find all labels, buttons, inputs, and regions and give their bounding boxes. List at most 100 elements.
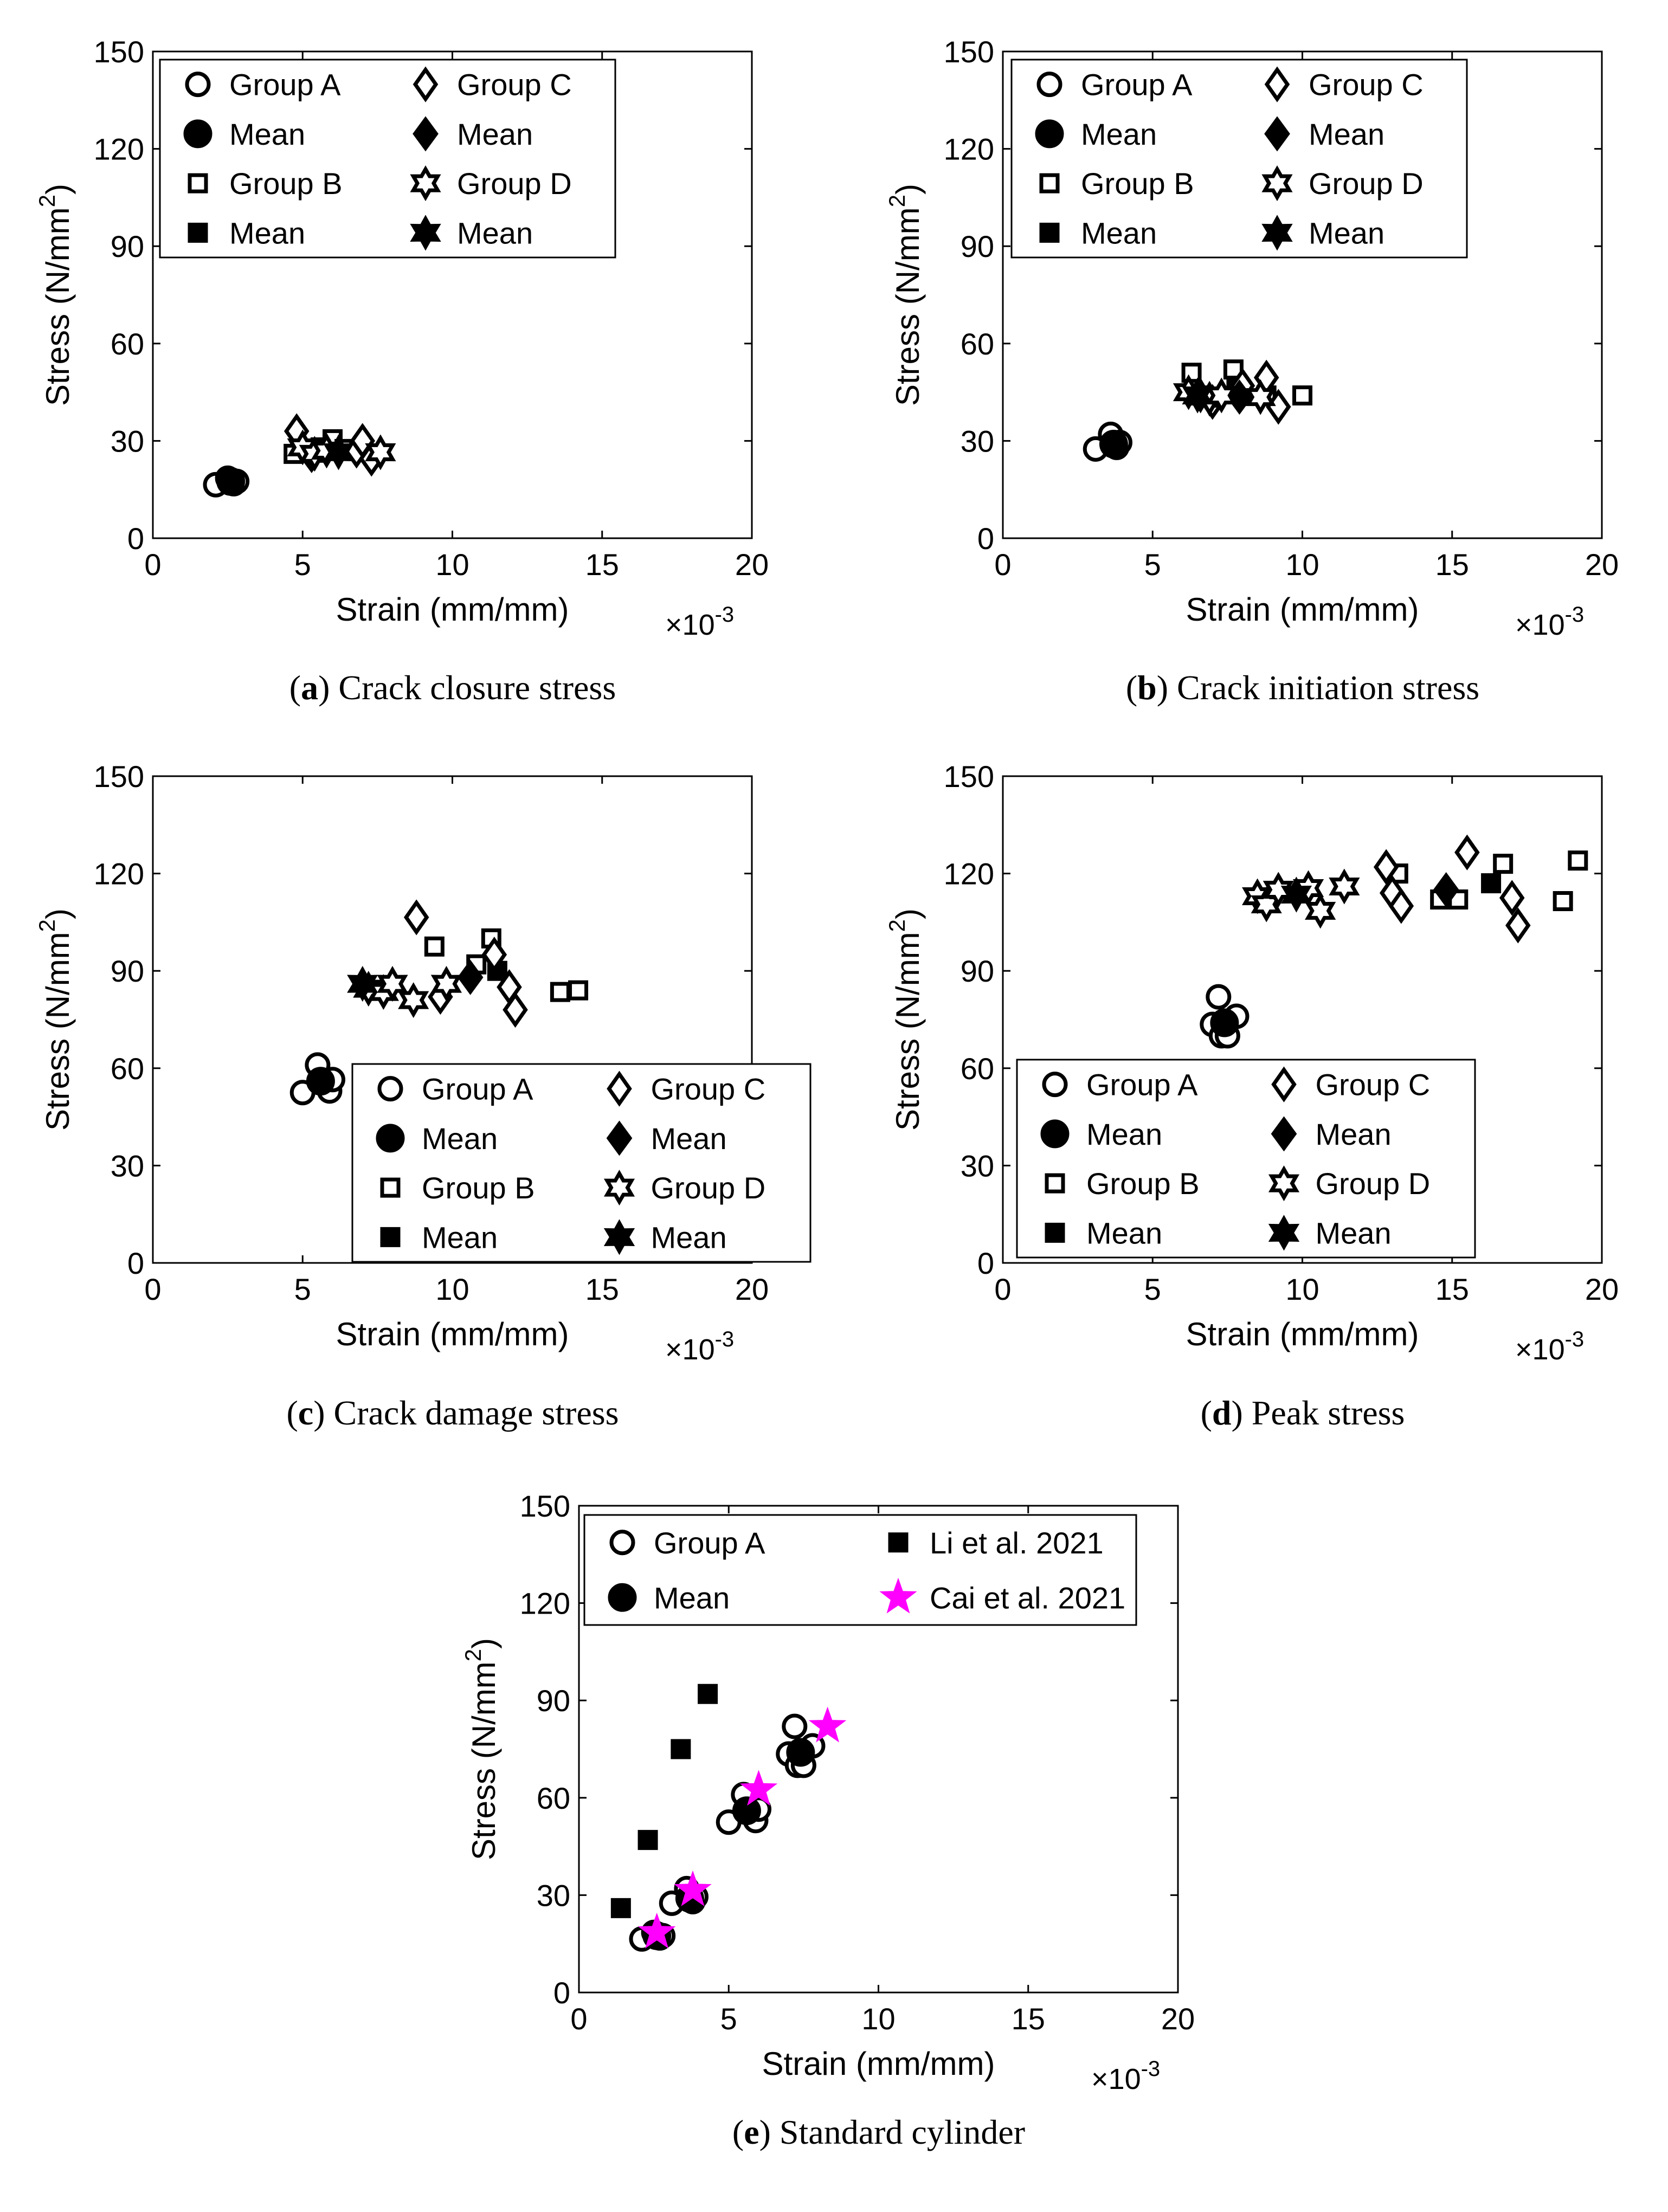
legend-marker [1268,1215,1300,1251]
legend-label: Group A [229,68,341,102]
legend-marker [607,1070,632,1107]
x-axis-label: Strain (mm/mm) [336,591,569,628]
data-point [610,1898,631,1918]
x-axis-label: Strain (mm/mm) [1186,1316,1419,1352]
series-1 [1099,429,1128,459]
y-tick-label: 0 [553,1976,570,2010]
y-tick-label: 150 [94,35,144,69]
data-point [671,1739,691,1759]
caption-text: Standard cylinder [780,2113,1025,2151]
legend-box [1010,59,1468,259]
y-tick-label: 60 [537,1781,570,1815]
legend-label: Mean [1081,117,1157,151]
caption-paren-open: ( [1126,668,1137,707]
x-tick-label: 15 [1012,2002,1045,2036]
legend-marker [1035,119,1064,149]
caption-letter: d [1212,1394,1232,1432]
y-tick-label: 150 [944,759,994,794]
y-axis-label: Stress (N/mm2) [884,184,926,406]
x-tick-label: 20 [735,1272,769,1306]
legend-label: Group B [422,1171,535,1205]
x-axis-multiplier-exponent: -3 [1565,1327,1585,1351]
x-tick-label: 20 [735,547,769,582]
y-tick-label: 30 [111,1149,144,1183]
legend-marker [188,173,208,194]
legend-marker [1036,72,1062,98]
y-axis-label: Stress (N/mm2) [460,1638,502,1860]
legend-label: Group C [1309,68,1424,102]
legend-marker [1039,173,1060,194]
legend-marker [609,1530,635,1556]
data-point [306,1067,335,1096]
legend-label: Group D [651,1171,766,1205]
chart-panel-a: 0 5 10 15 20 0 30 60 90 120 150 Strain (mm/mm) ×10-3… [34,35,769,707]
y-tick-label: 0 [977,521,994,556]
y-axis-label-superscript: 2 [884,919,910,932]
x-axis-label: Strain (mm/mm) [762,2046,995,2082]
y-tick-label: 120 [520,1587,570,1621]
y-tick-label: 90 [111,229,144,263]
data-point [674,1870,712,1906]
caption-paren-open: ( [1201,1394,1212,1432]
caption-paren-close: ) [318,668,338,707]
data-point [1388,888,1414,924]
caption-paren-open: ( [289,668,301,707]
data-point [782,1713,808,1739]
y-tick-label: 150 [944,35,994,69]
data-point [481,937,507,973]
legend-label: Mean [229,117,305,151]
y-tick-label: 60 [111,327,144,361]
series-7 [347,966,378,1002]
series-1 [216,467,246,496]
data-point [568,980,589,1001]
y-tick-label: 0 [977,1246,994,1280]
x-axis-multiplier-base: ×10 [1515,1333,1565,1366]
legend-label: Mean [1309,117,1384,151]
chart-panel-c: 0 5 10 15 20 0 30 60 90 120 150 Strain (mm/mm) ×10-3… [34,759,812,1432]
x-tick-label: 20 [1585,1272,1619,1306]
legend-box [583,1514,1137,1626]
legend-label: Group A [422,1072,533,1106]
x-tick-label: 5 [294,547,311,582]
x-tick-label: 0 [994,1272,1011,1306]
x-tick-label: 10 [861,2002,895,2036]
y-tick-label: 0 [127,1246,144,1280]
caption-letter: e [744,2113,759,2151]
y-tick-label: 90 [111,954,144,988]
data-point [398,982,429,1018]
y-tick-label: 90 [961,229,994,263]
legend-box [351,1063,812,1263]
legend: Group A Mean Group B Mean Group C Mean Group D… [351,1063,812,1263]
legend-label: Mean [229,216,305,250]
data-point [808,1706,847,1743]
y-tick-label: 30 [537,1878,570,1912]
legend-marker [1271,1116,1297,1152]
panel-caption: (a) Crack closure stress [289,668,616,707]
x-axis-multiplier: ×10-3 [665,1327,734,1366]
data-point [1292,385,1312,406]
caption-letter: c [298,1394,313,1432]
caption-paren-open: ( [732,2113,744,2151]
y-axis-label-base: Stress (N/mm [40,207,76,406]
x-tick-label: 5 [720,2002,737,2036]
x-axis-multiplier-base: ×10 [665,609,715,641]
legend-marker [1268,1165,1300,1202]
x-axis-label: Strain (mm/mm) [1186,591,1419,628]
caption-text: Crack damage stress [334,1394,619,1432]
series-4 [1373,834,1531,944]
x-tick-label: 0 [144,1272,161,1306]
x-axis-multiplier-exponent: -3 [1141,2057,1161,2081]
data-point [424,936,445,957]
data-point [637,1830,658,1850]
legend-marker [1045,1173,1065,1194]
legend-label: Group D [457,166,572,201]
caption-paren-open: ( [286,1394,298,1432]
legend-marker [380,1227,401,1247]
data-point [1304,893,1336,929]
legend-marker [413,116,439,152]
x-axis-multiplier-base: ×10 [1091,2063,1141,2095]
y-axis-label-close: ) [40,908,76,919]
x-axis-multiplier: ×10-3 [1091,2057,1160,2095]
legend-label: Group D [1309,166,1424,201]
